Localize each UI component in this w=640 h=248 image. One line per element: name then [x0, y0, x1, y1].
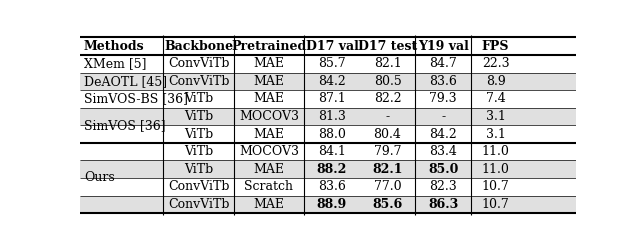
- Text: 84.2: 84.2: [429, 127, 457, 141]
- Text: 82.3: 82.3: [429, 180, 457, 193]
- Text: 3.1: 3.1: [486, 127, 506, 141]
- Text: MAE: MAE: [253, 93, 284, 105]
- Text: MOCOV3: MOCOV3: [239, 110, 299, 123]
- Text: 22.3: 22.3: [482, 57, 509, 70]
- Text: D17 test: D17 test: [358, 40, 417, 53]
- Text: 82.1: 82.1: [374, 57, 401, 70]
- Text: MOCOV3: MOCOV3: [239, 145, 299, 158]
- Bar: [80, 195, 576, 213]
- Text: 83.4: 83.4: [429, 145, 457, 158]
- Text: Ours: Ours: [84, 171, 115, 185]
- Text: Pretrained: Pretrained: [231, 40, 307, 53]
- Bar: [80, 160, 576, 178]
- Text: Backbone: Backbone: [164, 40, 233, 53]
- Text: 81.3: 81.3: [318, 110, 346, 123]
- Text: MAE: MAE: [253, 75, 284, 88]
- Text: SimVOS [36]: SimVOS [36]: [84, 119, 166, 132]
- Text: MAE: MAE: [253, 163, 284, 176]
- Text: 84.1: 84.1: [318, 145, 346, 158]
- Text: ConvViTb: ConvViTb: [168, 180, 229, 193]
- Text: 88.0: 88.0: [318, 127, 346, 141]
- Text: 84.2: 84.2: [318, 75, 346, 88]
- Text: ConvViTb: ConvViTb: [168, 198, 229, 211]
- Text: 86.3: 86.3: [428, 198, 458, 211]
- Text: D17 val: D17 val: [305, 40, 358, 53]
- Text: DeAOTL [45]: DeAOTL [45]: [84, 75, 167, 88]
- Bar: [80, 72, 576, 90]
- Text: 88.2: 88.2: [317, 163, 347, 176]
- Text: MAE: MAE: [253, 198, 284, 211]
- Text: MAE: MAE: [253, 57, 284, 70]
- Text: 79.3: 79.3: [429, 93, 457, 105]
- Text: Scratch: Scratch: [244, 180, 294, 193]
- Text: ViTb: ViTb: [184, 163, 213, 176]
- Text: 85.7: 85.7: [318, 57, 346, 70]
- Text: Y19 val: Y19 val: [418, 40, 468, 53]
- Text: 10.7: 10.7: [482, 180, 509, 193]
- Text: FPS: FPS: [482, 40, 509, 53]
- Text: ViTb: ViTb: [184, 93, 213, 105]
- Text: 79.7: 79.7: [374, 145, 401, 158]
- Text: ViTb: ViTb: [184, 145, 213, 158]
- Text: 7.4: 7.4: [486, 93, 506, 105]
- Text: 87.1: 87.1: [318, 93, 346, 105]
- Text: SimVOS-BS [36]: SimVOS-BS [36]: [84, 93, 188, 105]
- Text: 11.0: 11.0: [482, 145, 509, 158]
- Text: 85.6: 85.6: [372, 198, 403, 211]
- Text: MAE: MAE: [253, 127, 284, 141]
- Text: Methods: Methods: [84, 40, 145, 53]
- Text: 83.6: 83.6: [429, 75, 457, 88]
- Text: 80.5: 80.5: [374, 75, 401, 88]
- Text: ViTb: ViTb: [184, 110, 213, 123]
- Bar: [80, 108, 576, 125]
- Text: ViTb: ViTb: [184, 127, 213, 141]
- Text: 82.1: 82.1: [372, 163, 403, 176]
- Text: 77.0: 77.0: [374, 180, 401, 193]
- Text: 83.6: 83.6: [318, 180, 346, 193]
- Text: 80.4: 80.4: [374, 127, 401, 141]
- Text: 11.0: 11.0: [482, 163, 509, 176]
- Text: XMem [5]: XMem [5]: [84, 57, 147, 70]
- Text: 8.9: 8.9: [486, 75, 506, 88]
- Text: -: -: [441, 110, 445, 123]
- Text: 10.7: 10.7: [482, 198, 509, 211]
- Text: 82.2: 82.2: [374, 93, 401, 105]
- Text: ConvViTb: ConvViTb: [168, 57, 229, 70]
- Text: 85.0: 85.0: [428, 163, 458, 176]
- Text: 88.9: 88.9: [317, 198, 347, 211]
- Text: ConvViTb: ConvViTb: [168, 75, 229, 88]
- Text: -: -: [385, 110, 390, 123]
- Text: 3.1: 3.1: [486, 110, 506, 123]
- Text: 84.7: 84.7: [429, 57, 457, 70]
